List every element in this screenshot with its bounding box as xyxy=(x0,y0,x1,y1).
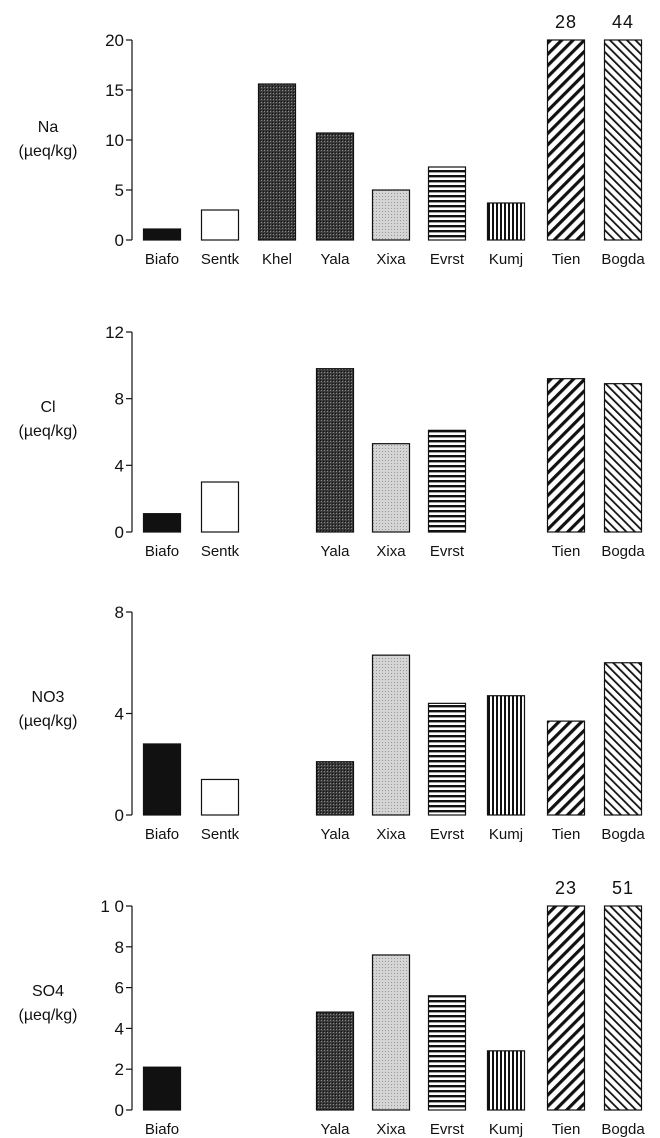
y-axis-label: (µeq/kg) xyxy=(18,143,77,160)
x-tick-label: Evrst xyxy=(430,543,465,560)
x-tick-label: Kumj xyxy=(489,251,523,268)
x-tick-label: Yala xyxy=(321,826,351,843)
y-tick-label: 8 xyxy=(115,938,124,957)
bar-xixa xyxy=(371,443,411,533)
bar-value-label: 28 xyxy=(555,12,577,32)
chart-panel-1: 0 5 10 15 20 Na (µeq/kg) 28 44 Biafo Sentk Khel Yala… xyxy=(18,12,645,268)
y-tick-label: 2 xyxy=(115,1060,124,1079)
y-tick-label: 12 xyxy=(105,323,124,342)
y-tick-label: 4 xyxy=(115,705,124,724)
bar-kumj xyxy=(486,202,526,241)
bar-xixa xyxy=(371,654,411,816)
x-tick-label: Evrst xyxy=(430,1121,465,1138)
x-tick-label: Xixa xyxy=(376,251,406,268)
y-tick-label: 1 0 xyxy=(100,897,124,916)
x-tick-label: Sentk xyxy=(201,251,240,268)
bar-bogda xyxy=(603,662,643,816)
bar-bogda xyxy=(603,905,643,1111)
x-tick-label: Tien xyxy=(552,543,581,560)
x-tick-label: Tien xyxy=(552,251,581,268)
x-tick-label: Tien xyxy=(552,826,581,843)
bar-sentk xyxy=(200,778,240,816)
chart-panel-4: 0 2 4 6 8 1 0 SO4 (µeq/kg) 23 51 Biafo Yala Xixa Evrs… xyxy=(18,878,645,1138)
chart-panel-3: 0 4 8 NO3 (µeq/kg) Biafo Sentk Yala Xixa Evrst Kum… xyxy=(18,603,645,843)
y-tick-label: 8 xyxy=(115,390,124,409)
y-tick-label: 0 xyxy=(115,1101,124,1120)
bar-tien xyxy=(546,720,586,816)
bar-xixa xyxy=(371,189,411,241)
y-axis-label: NO3 xyxy=(32,689,65,706)
x-tick-label: Bogda xyxy=(601,543,645,560)
x-tick-label: Xixa xyxy=(376,826,406,843)
y-tick-label: 0 xyxy=(115,231,124,250)
x-tick-label: Bogda xyxy=(601,826,645,843)
bar-evrst xyxy=(427,429,467,533)
y-tick-label: 15 xyxy=(105,81,124,100)
bar-kumj xyxy=(486,1050,526,1111)
x-tick-label: Biafo xyxy=(145,826,179,843)
x-tick-label: Tien xyxy=(552,1121,581,1138)
x-tick-label: Biafo xyxy=(145,543,179,560)
bar-yala xyxy=(315,761,355,816)
bar-evrst xyxy=(427,995,467,1111)
x-tick-label: Yala xyxy=(321,251,351,268)
chart-panel-2: 0 4 8 12 Cl (µeq/kg) Biafo Sentk Yala Xixa Evrst Ti… xyxy=(18,323,645,560)
x-tick-label: Sentk xyxy=(201,826,240,843)
bar-value-label: 44 xyxy=(612,12,634,32)
bar-yala xyxy=(315,1011,355,1111)
x-tick-label: Evrst xyxy=(430,251,465,268)
y-axis-label: SO4 xyxy=(32,983,64,1000)
y-tick-label: 6 xyxy=(115,979,124,998)
x-tick-label: Biafo xyxy=(145,251,179,268)
bar-value-label: 23 xyxy=(555,878,577,898)
y-axis-label: (µeq/kg) xyxy=(18,1007,77,1024)
bar-sentk xyxy=(200,209,240,241)
x-tick-label: Xixa xyxy=(376,543,406,560)
bar-tien xyxy=(546,39,586,241)
x-tick-label: Kumj xyxy=(489,826,523,843)
x-tick-label: Bogda xyxy=(601,251,645,268)
bar-tien xyxy=(546,378,586,533)
x-tick-label: Yala xyxy=(321,543,351,560)
bar-biafo xyxy=(142,743,182,816)
x-tick-label: Biafo xyxy=(145,1121,179,1138)
y-tick-label: 4 xyxy=(115,1019,124,1038)
bar-biafo xyxy=(142,1066,182,1111)
bar-bogda xyxy=(603,383,643,533)
bar-yala xyxy=(315,368,355,533)
bar-tien xyxy=(546,905,586,1111)
y-tick-label: 0 xyxy=(115,806,124,825)
bar-evrst xyxy=(427,702,467,816)
bar-biafo xyxy=(142,228,182,241)
x-tick-label: Evrst xyxy=(430,826,465,843)
bar-yala xyxy=(315,132,355,241)
x-tick-label: Khel xyxy=(262,251,292,268)
y-tick-label: 20 xyxy=(105,31,124,50)
y-axis-label: (µeq/kg) xyxy=(18,713,77,730)
y-tick-label: 0 xyxy=(115,523,124,542)
x-tick-label: Xixa xyxy=(376,1121,406,1138)
y-tick-label: 8 xyxy=(115,603,124,622)
x-tick-label: Kumj xyxy=(489,1121,523,1138)
y-tick-label: 4 xyxy=(115,456,124,475)
bar-xixa xyxy=(371,954,411,1111)
y-tick-label: 10 xyxy=(105,131,124,150)
x-tick-label: Sentk xyxy=(201,543,240,560)
bar-khel xyxy=(257,83,297,241)
y-axis-label: Na xyxy=(38,119,59,136)
bar-bogda xyxy=(603,39,643,241)
x-tick-label: Bogda xyxy=(601,1121,645,1138)
bar-kumj xyxy=(486,695,526,816)
bar-value-label: 51 xyxy=(612,878,634,898)
x-tick-label: Yala xyxy=(321,1121,351,1138)
y-axis-label: Cl xyxy=(40,399,55,416)
y-axis-label: (µeq/kg) xyxy=(18,423,77,440)
y-tick-label: 5 xyxy=(115,181,124,200)
bar-biafo xyxy=(142,513,182,533)
bar-evrst xyxy=(427,166,467,241)
bar-sentk xyxy=(200,481,240,533)
